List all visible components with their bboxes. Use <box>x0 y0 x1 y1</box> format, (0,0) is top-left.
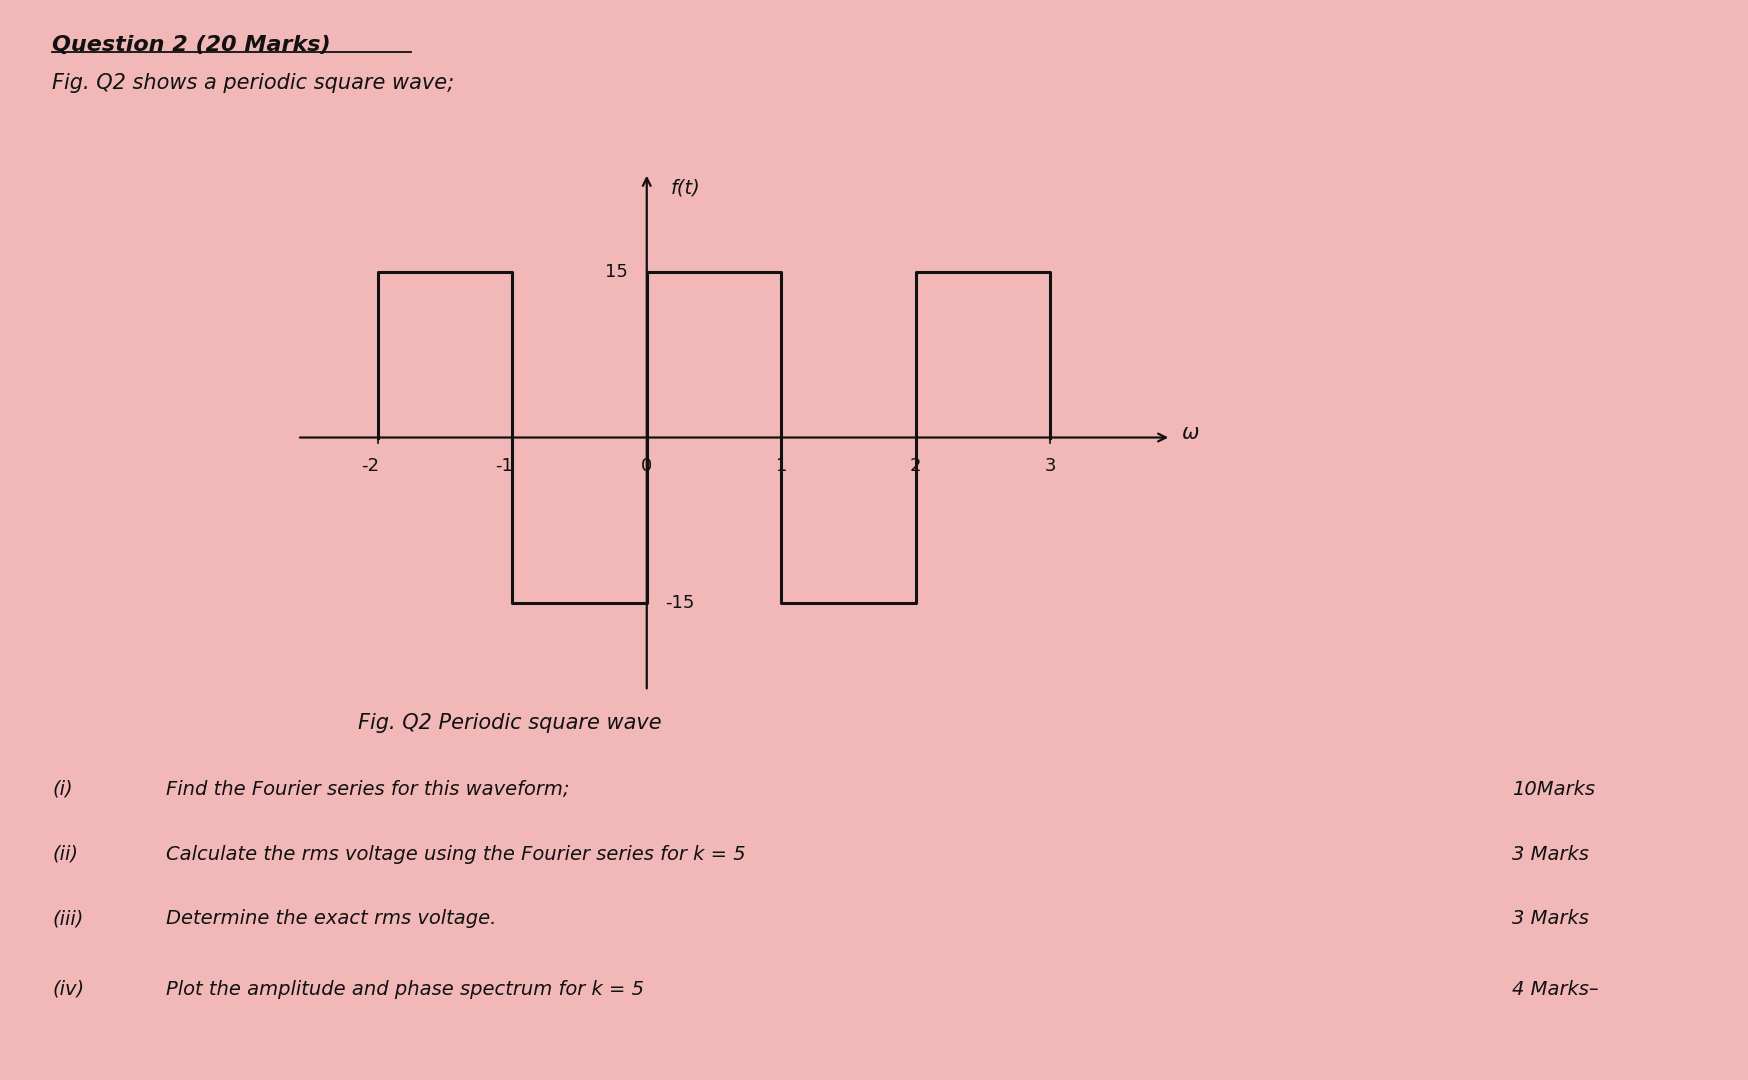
Text: f(t): f(t) <box>671 178 701 198</box>
Text: Fig. Q2 Periodic square wave: Fig. Q2 Periodic square wave <box>358 713 662 733</box>
Text: 15: 15 <box>605 264 628 281</box>
Text: -15: -15 <box>666 594 696 612</box>
Text: (i): (i) <box>52 780 73 799</box>
Text: Determine the exact rms voltage.: Determine the exact rms voltage. <box>166 909 496 929</box>
Text: Plot the amplitude and phase spectrum for k = 5: Plot the amplitude and phase spectrum fo… <box>166 980 643 999</box>
Text: (iv): (iv) <box>52 980 84 999</box>
Text: 3: 3 <box>1044 457 1056 475</box>
Text: -1: -1 <box>495 457 514 475</box>
Text: -2: -2 <box>360 457 379 475</box>
Text: 3 Marks: 3 Marks <box>1512 845 1589 864</box>
Text: 10Marks: 10Marks <box>1512 780 1594 799</box>
Text: ω: ω <box>1182 423 1199 443</box>
Text: 4 Marks–: 4 Marks– <box>1512 980 1599 999</box>
Text: 3 Marks: 3 Marks <box>1512 909 1589 929</box>
Text: Find the Fourier series for this waveform;: Find the Fourier series for this wavefor… <box>166 780 570 799</box>
Text: 1: 1 <box>776 457 787 475</box>
Text: 2: 2 <box>911 457 921 475</box>
Text: 0: 0 <box>642 457 652 475</box>
Text: Calculate the rms voltage using the Fourier series for k = 5: Calculate the rms voltage using the Four… <box>166 845 746 864</box>
Text: (ii): (ii) <box>52 845 79 864</box>
Text: (iii): (iii) <box>52 909 84 929</box>
Text: Fig. Q2 shows a periodic square wave;: Fig. Q2 shows a periodic square wave; <box>52 73 454 94</box>
Text: Question 2 (20 Marks): Question 2 (20 Marks) <box>52 35 330 55</box>
